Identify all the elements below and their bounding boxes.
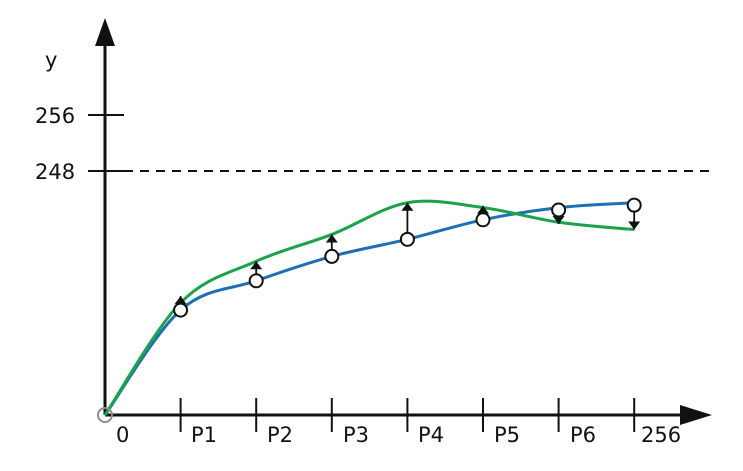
correction-arrow-p4: [401, 202, 414, 234]
sample-marker-p7: [626, 197, 642, 213]
correction-arrow-p3: [325, 234, 338, 251]
origin-marker: [97, 407, 113, 423]
correction-arrow-p6: [552, 216, 565, 225]
x-label-p1: P1: [191, 423, 217, 447]
sample-marker-p1: [173, 302, 189, 318]
x-axis-arrowhead: [680, 405, 712, 425]
sample-marker-p2: [248, 273, 264, 289]
sample-marker-p5: [475, 212, 491, 228]
x-label-p3: P3: [343, 423, 369, 447]
correction-arrows: [174, 202, 641, 305]
y-tick-label-248: 248: [35, 160, 75, 184]
correction-arrow-p2: [250, 261, 263, 275]
x-label-p5: P5: [494, 423, 520, 447]
correction-arrow-p5: [477, 205, 489, 214]
correction-arrow-p1: [174, 296, 187, 305]
y-tick-label-256: 256: [35, 104, 75, 128]
correction-arrow-p7: [628, 211, 641, 230]
x-label-256: 256: [641, 423, 681, 447]
y-axis-label: y: [45, 48, 57, 72]
x-label-p4: P4: [418, 423, 444, 447]
x-label-p6: P6: [570, 423, 596, 447]
x-label-0: 0: [116, 423, 129, 447]
sample-marker-p6: [551, 202, 567, 218]
sample-marker-p3: [324, 248, 340, 264]
y-axis-arrowhead: [95, 18, 115, 46]
sample-marker-p4: [399, 231, 415, 247]
x-label-p2: P2: [267, 423, 293, 447]
x-ticks: [179, 398, 636, 432]
